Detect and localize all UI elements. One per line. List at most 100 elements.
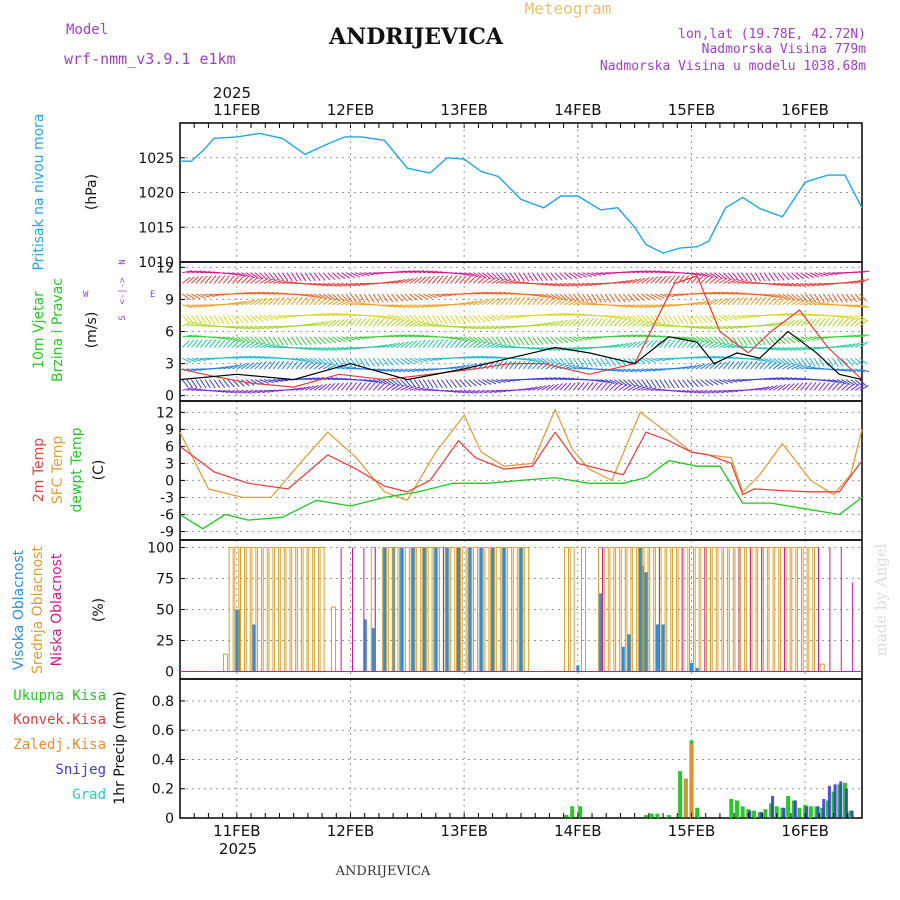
wind-arrow xyxy=(659,379,666,389)
wind-arrow xyxy=(359,272,370,276)
wind-arrow xyxy=(691,356,702,359)
wind-arrow xyxy=(318,347,329,351)
wind-arrow xyxy=(222,339,231,348)
top-date-label: 14FEB xyxy=(554,101,601,119)
wind-arrow xyxy=(686,325,697,329)
wind-arrow xyxy=(686,336,697,342)
wind-arrow xyxy=(423,270,434,274)
wind-arrow xyxy=(454,325,465,329)
wind-arrow xyxy=(236,363,246,370)
wind-arrow xyxy=(459,336,469,342)
wind-arrow xyxy=(368,379,379,384)
cloud-unit: (%) xyxy=(91,598,107,622)
wind-arrow xyxy=(463,272,474,277)
wind-arrow xyxy=(463,315,471,324)
wind-arrow xyxy=(818,357,825,367)
wind-arrow xyxy=(614,334,625,338)
wind-arrow xyxy=(554,357,563,366)
wind-arrow xyxy=(486,298,496,306)
wind-arrow xyxy=(236,389,247,394)
wind-arrow xyxy=(322,383,332,391)
wind-arrow xyxy=(609,379,619,385)
wind-arrow xyxy=(577,318,585,327)
wind-arrow xyxy=(768,297,776,306)
wind-arrow xyxy=(309,313,320,316)
station-title: ANDRIJEVICA xyxy=(328,24,504,50)
wind-arrow xyxy=(586,318,594,327)
wind-arrow xyxy=(236,336,246,343)
wind-arrow xyxy=(290,336,298,346)
wind-arrow xyxy=(550,357,559,366)
wind-arrow xyxy=(322,293,332,301)
wind-arrow xyxy=(431,379,439,389)
wind-arrow xyxy=(559,336,569,343)
wind-arrow xyxy=(636,293,645,301)
wind-arrow xyxy=(459,364,469,370)
wind-arrow xyxy=(786,293,796,301)
wind-arrow xyxy=(854,279,865,284)
wind-arrow xyxy=(245,325,256,330)
wind-arrow xyxy=(241,362,250,370)
wind-arrow xyxy=(318,282,329,287)
wind-arrow xyxy=(773,321,783,327)
wind-arrow xyxy=(350,382,358,391)
wind-arrow xyxy=(236,315,244,324)
wind-arrow xyxy=(727,278,738,284)
wind-arrow xyxy=(618,334,629,338)
wind-arrow xyxy=(373,379,383,384)
wind-arrow xyxy=(190,315,198,324)
wind-arrow xyxy=(359,336,370,339)
wind-arrow xyxy=(245,336,254,344)
wind-arrow xyxy=(372,318,381,327)
wind-arrow xyxy=(477,355,488,359)
wind-arrow xyxy=(718,315,728,322)
snow-bar xyxy=(822,798,826,818)
wind-arrow xyxy=(750,272,757,282)
wind-arrow xyxy=(391,279,402,284)
wind-arrow xyxy=(846,334,857,338)
temp-label: 2m Temp SFC Temp dewpt Temp xyxy=(31,427,85,512)
wind-arrow xyxy=(427,315,434,324)
pressure-unit: (hPa) xyxy=(84,174,100,210)
wind-arrow xyxy=(536,282,547,286)
wind-arrow xyxy=(218,339,226,348)
wind-arrow xyxy=(732,297,740,306)
wind-arrow xyxy=(604,382,613,391)
wind-arrow xyxy=(432,357,443,361)
wind-arrow xyxy=(200,315,207,325)
wind-arrow xyxy=(650,304,661,308)
wind-arrow xyxy=(295,296,303,306)
wind-arrow xyxy=(632,278,642,284)
wind-arrow xyxy=(214,389,225,393)
legend-conv-precip: Konvek.Kisa xyxy=(13,712,106,728)
wind-arrow xyxy=(250,389,261,394)
wind-arrow xyxy=(491,389,502,393)
wind-arrow xyxy=(322,336,332,344)
wind-arrow xyxy=(432,324,443,327)
meteogram-label: Meteogram xyxy=(525,0,612,18)
precip-unit: 1hr Precip (mm) xyxy=(112,691,128,804)
wind-arrow xyxy=(827,318,835,327)
wind-arrow xyxy=(273,325,284,329)
wind-arrow xyxy=(591,282,602,286)
wind-arrow xyxy=(850,368,861,373)
high-cloud-bar xyxy=(491,547,495,672)
wind-arrow xyxy=(723,389,734,393)
wind-arrow xyxy=(432,293,443,298)
wind-arrow xyxy=(400,368,411,373)
wind-arrow xyxy=(504,296,513,306)
cloud-ytick-label: 0 xyxy=(165,665,174,681)
wind-arrow xyxy=(182,321,192,327)
wind-arrow xyxy=(736,314,747,319)
wind-arrow xyxy=(536,357,546,364)
wind-arrow xyxy=(386,318,395,327)
wind-arrow xyxy=(577,272,587,278)
wind-arrow xyxy=(777,272,785,281)
wind-arrow xyxy=(550,293,560,300)
wind-arrow xyxy=(545,336,554,345)
wind-arrow xyxy=(722,297,732,306)
wind-arrow xyxy=(468,340,477,348)
wind-arrow xyxy=(241,315,249,324)
wind-arrow xyxy=(395,341,405,348)
